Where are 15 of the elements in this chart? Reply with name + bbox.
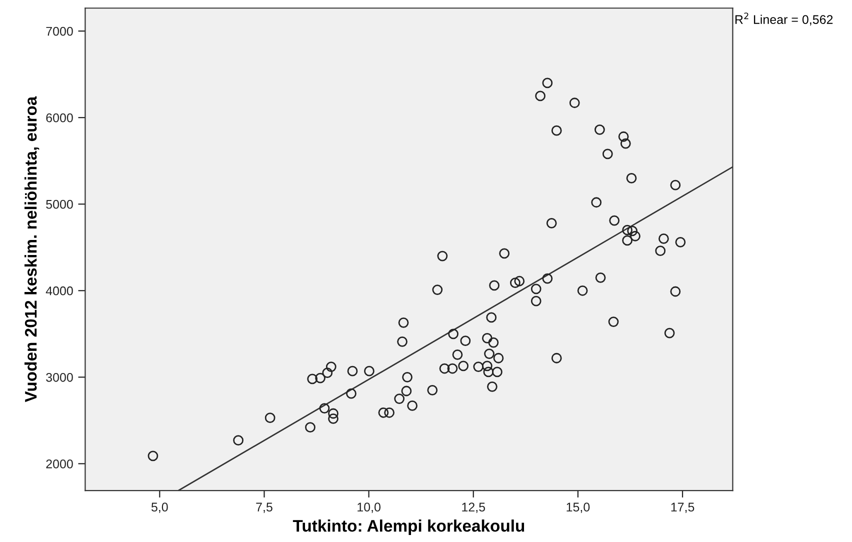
y-tick-label: 5000 [46,200,73,209]
x-tick-label: 10,0 [358,502,380,513]
x-axis-title: Tutkinto: Alempi korkeakoulu [292,520,524,536]
x-tick-label: 5,0 [151,502,168,513]
x-tick-label: 17,5 [671,502,694,513]
y-tick-label: 6000 [46,113,73,122]
y-axis-title: Vuoden 2012 keskim. neliöhinta, euroa [24,96,40,402]
y-tick-label: 3000 [46,372,73,382]
x-tick-label: 12,5 [462,502,486,513]
text: R$^{2}$ Linear = 0,562 [735,12,833,26]
x-tick-label: 7,5 [256,502,272,513]
y-tick-label: 2000 [46,459,73,468]
y-tick-label: 7000 [46,26,73,36]
y-tick-label: 4000 [46,286,73,296]
x-tick-label: 15,0 [566,502,590,513]
